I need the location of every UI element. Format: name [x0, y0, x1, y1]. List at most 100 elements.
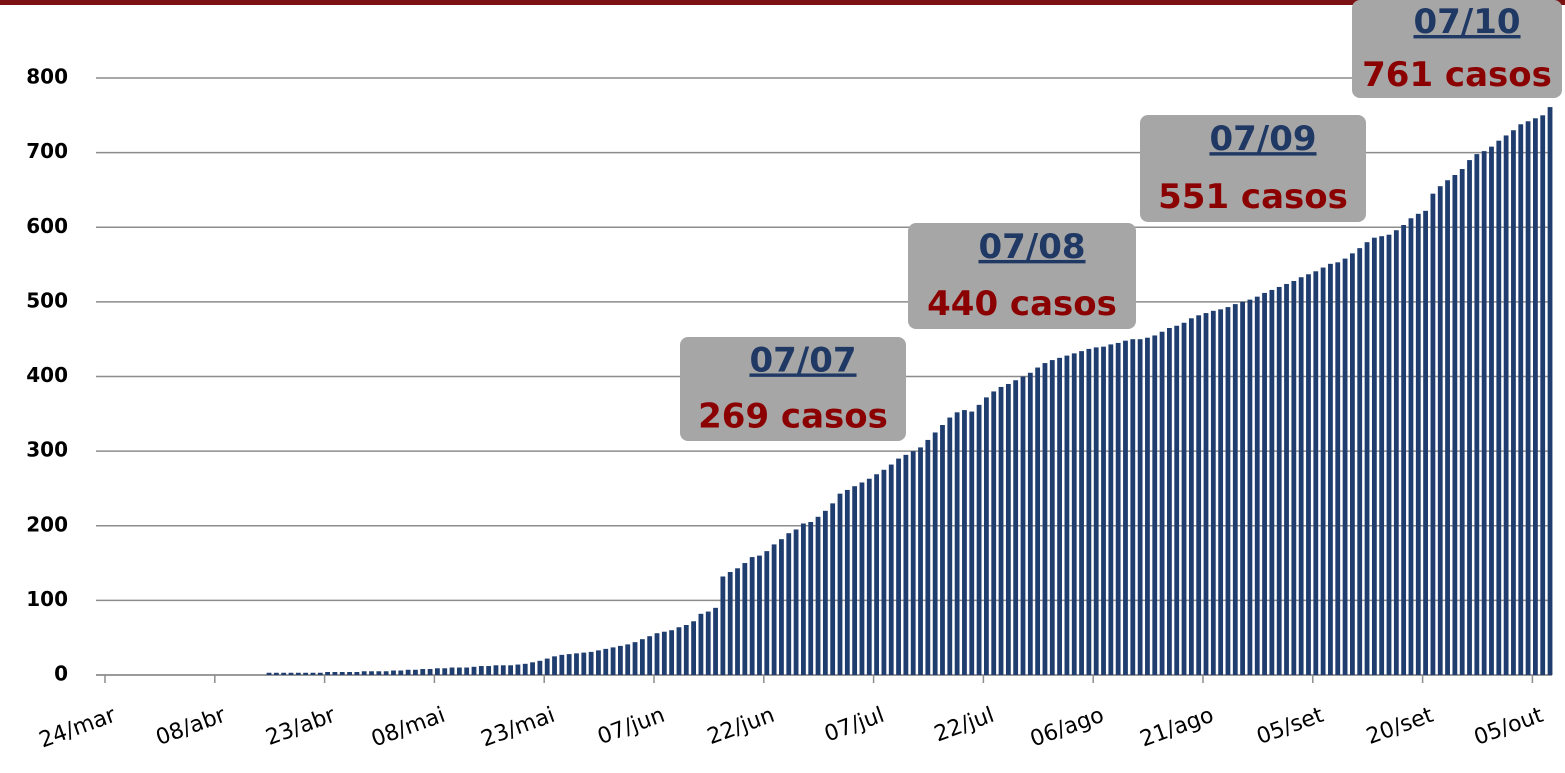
y-tick-label: 700: [26, 139, 68, 163]
bar: [391, 670, 396, 675]
bar: [405, 669, 411, 675]
annotation-text: 440 casos: [927, 284, 1117, 324]
bar: [603, 648, 609, 675]
annotation-box: [1352, 0, 1562, 98]
bar: [1167, 327, 1172, 675]
bar: [1071, 353, 1077, 675]
bar: [683, 625, 689, 675]
bar: [1115, 342, 1121, 675]
bar: [771, 544, 777, 675]
bar: [361, 671, 367, 675]
bar: [801, 523, 806, 675]
bar: [713, 607, 718, 675]
annotation-box: [680, 337, 906, 441]
bar: [749, 557, 755, 675]
x-tick-label: 08/mai: [368, 703, 448, 753]
bar: [918, 447, 923, 675]
bar: [1379, 236, 1385, 675]
bar: [618, 645, 623, 675]
bar: [1371, 237, 1377, 675]
bar: [1415, 213, 1421, 675]
bar: [676, 627, 682, 675]
bar: [1540, 115, 1546, 675]
annotation-text: 761 casos: [1362, 55, 1552, 95]
bar: [1452, 175, 1458, 675]
bar: [757, 555, 762, 675]
bar: [669, 630, 675, 675]
annotation-date: 07/10: [1413, 2, 1520, 42]
x-tick-label: 23/mai: [478, 703, 558, 753]
bar: [1364, 242, 1370, 676]
bar: [464, 667, 470, 675]
bar: [888, 464, 894, 675]
x-tick-label: 21/ago: [1137, 703, 1217, 753]
bar: [413, 669, 418, 675]
bar: [581, 652, 587, 675]
bar: [288, 672, 294, 675]
bar: [1203, 313, 1209, 675]
bar: [1474, 154, 1480, 675]
bar: [1013, 380, 1019, 675]
bar: [727, 572, 733, 675]
bar: [1313, 271, 1319, 675]
bar: [544, 658, 550, 675]
bar: [266, 672, 272, 675]
bar: [866, 478, 872, 675]
bar: [947, 417, 953, 675]
bar: [347, 672, 352, 675]
bar: [661, 631, 667, 675]
bar: [962, 410, 967, 675]
bar: [420, 669, 426, 675]
bar: [1525, 121, 1531, 676]
bar: [779, 539, 784, 675]
bar: [303, 672, 309, 675]
bar: [442, 668, 448, 675]
bar: [1057, 357, 1062, 675]
bar: [896, 458, 901, 675]
x-tick-label: 07/jul: [821, 703, 887, 748]
bar: [1079, 351, 1084, 675]
bar: [1320, 267, 1326, 675]
bar: [1137, 339, 1143, 675]
x-tick-label: 23/abr: [263, 702, 340, 750]
bar: [837, 493, 843, 675]
bar: [1306, 274, 1311, 675]
bar: [478, 666, 484, 675]
bar: [925, 439, 931, 675]
bar: [903, 454, 909, 675]
bar: [508, 665, 513, 675]
bar: [1489, 146, 1494, 675]
bar: [1232, 304, 1238, 675]
y-tick-label: 100: [26, 587, 68, 611]
bar: [486, 666, 492, 675]
bar: [1518, 124, 1524, 675]
bar: [859, 482, 865, 675]
bar: [705, 611, 711, 675]
bar: [1262, 292, 1267, 675]
x-tick-label: 22/jun: [704, 703, 778, 750]
bar: [1328, 263, 1333, 675]
bar: [822, 510, 828, 675]
annotation-box: [1140, 115, 1366, 222]
y-tick-label: 400: [26, 363, 68, 387]
bar: [1481, 151, 1487, 675]
bar: [493, 665, 499, 675]
bar: [354, 672, 360, 675]
y-tick-label: 500: [26, 288, 68, 312]
bar: [1533, 118, 1538, 676]
bar: [332, 672, 338, 675]
bar: [1269, 289, 1275, 675]
bar: [852, 486, 858, 675]
y-tick-label: 0: [54, 662, 68, 686]
bar: [1511, 130, 1516, 676]
annotation-text: 551 casos: [1158, 177, 1348, 217]
bar: [383, 671, 389, 675]
bar: [764, 551, 770, 675]
bar: [398, 670, 404, 675]
bar: [295, 672, 301, 675]
bar: [1291, 280, 1297, 675]
bar: [1210, 310, 1216, 675]
bar: [1123, 340, 1128, 675]
bar: [325, 672, 330, 675]
